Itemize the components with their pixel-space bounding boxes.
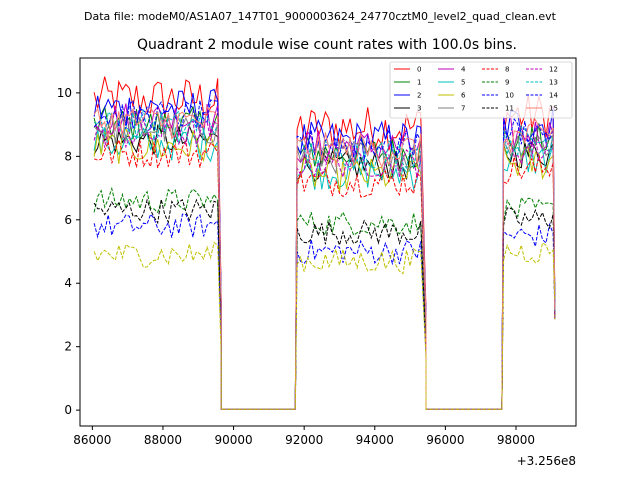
x-tick-label: 92000 — [285, 433, 323, 447]
x-tick-label: 86000 — [73, 433, 111, 447]
legend-label-14: 14 — [549, 92, 558, 100]
y-tick-label: 0 — [64, 403, 72, 417]
x-tick-label: 98000 — [497, 433, 535, 447]
x-axis: 86000 88000 90000 92000 94000 96000 98000 — [73, 426, 535, 447]
legend-label-9: 9 — [505, 79, 509, 87]
plot-lines — [93, 76, 556, 410]
axes-frame — [79, 57, 577, 427]
figure-suptitle: Data file: modeM0/AS1A07_147T01_90000036… — [84, 10, 557, 23]
legend-label-1: 1 — [417, 79, 421, 87]
series-line-12 — [93, 118, 556, 410]
y-tick-label: 6 — [64, 213, 72, 227]
x-tick-label: 88000 — [144, 433, 182, 447]
y-tick-label: 10 — [57, 86, 72, 100]
legend-box — [389, 61, 573, 119]
legend-label-13: 13 — [549, 79, 558, 87]
legend-label-11: 11 — [505, 105, 514, 113]
legend-label-4: 4 — [461, 66, 466, 74]
x-tick-label: 96000 — [426, 433, 464, 447]
x-tick-label: 90000 — [214, 433, 252, 447]
y-tick-label: 4 — [64, 276, 72, 290]
x-tick-label: 94000 — [356, 433, 394, 447]
legend-label-12: 12 — [549, 66, 558, 74]
y-tick-label: 2 — [64, 340, 72, 354]
legend-label-3: 3 — [417, 105, 421, 113]
series-line-15 — [93, 105, 556, 410]
legend-label-7: 7 — [461, 105, 465, 113]
y-axis: 0 2 4 6 8 10 — [57, 86, 80, 417]
legend-label-0: 0 — [417, 66, 421, 74]
legend-label-6: 6 — [461, 92, 466, 100]
legend-label-8: 8 — [505, 66, 509, 74]
chart-title: Quadrant 2 module wise count rates with … — [137, 37, 517, 53]
legend-label-10: 10 — [505, 92, 514, 100]
series-line-10 — [93, 213, 556, 410]
legend-label-5: 5 — [461, 79, 465, 87]
legend-label-2: 2 — [417, 92, 421, 100]
y-tick-label: 8 — [64, 149, 72, 163]
series-line-11 — [93, 198, 556, 410]
series-line-extra-16 — [93, 241, 556, 410]
x-offset-label: +3.256e8 — [517, 454, 576, 468]
legend-label-15: 15 — [549, 105, 558, 113]
